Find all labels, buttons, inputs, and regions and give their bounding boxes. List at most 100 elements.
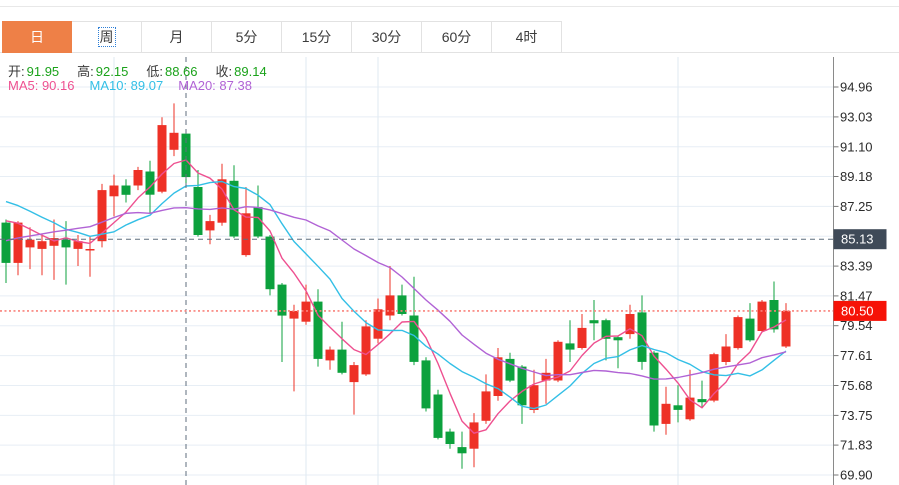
candle[interactable] bbox=[733, 315, 743, 350]
y-axis-label: 71.83 bbox=[840, 438, 873, 453]
candle[interactable] bbox=[685, 369, 695, 421]
gridlines bbox=[0, 57, 834, 485]
svg-text:85.13: 85.13 bbox=[841, 232, 874, 247]
candle[interactable] bbox=[337, 321, 347, 375]
candle[interactable] bbox=[529, 369, 539, 414]
tab-timeframe-5[interactable]: 30分 bbox=[352, 21, 422, 53]
tab-timeframe-1[interactable]: 周 bbox=[72, 21, 142, 53]
candle[interactable] bbox=[445, 428, 455, 449]
tab-label: 60分 bbox=[441, 29, 472, 45]
candle[interactable] bbox=[193, 170, 203, 237]
candle[interactable] bbox=[613, 335, 623, 369]
ohlc-value: 92.15 bbox=[95, 64, 129, 79]
candle[interactable] bbox=[157, 117, 167, 194]
svg-text:80.50: 80.50 bbox=[841, 303, 874, 318]
ohlc-value: 88.66 bbox=[164, 64, 198, 79]
crosshair-price-label: 85.13 bbox=[833, 229, 887, 250]
tab-label: 日 bbox=[30, 29, 44, 45]
candle[interactable] bbox=[769, 281, 779, 333]
candle[interactable] bbox=[241, 187, 251, 257]
candle[interactable] bbox=[313, 289, 323, 367]
ohlc-value: 89.14 bbox=[234, 64, 267, 79]
candle[interactable] bbox=[325, 346, 335, 370]
ohlc-item-1: 高: 92.15 bbox=[77, 61, 128, 80]
tab-timeframe-3[interactable]: 5分 bbox=[212, 21, 282, 53]
tab-label: 月 bbox=[169, 29, 184, 45]
candle[interactable] bbox=[505, 352, 515, 383]
candle[interactable] bbox=[37, 233, 47, 276]
y-axis-labels: 94.96 93.03 91.10 89.18 87.25 83.39 81.47 79.54… bbox=[833, 80, 873, 483]
candles bbox=[1, 103, 791, 469]
candle[interactable] bbox=[709, 352, 719, 403]
candle[interactable] bbox=[721, 334, 731, 366]
candle[interactable] bbox=[481, 374, 491, 424]
candle[interactable] bbox=[757, 300, 767, 333]
candle[interactable] bbox=[13, 221, 23, 276]
ma-legend: MA5: 90.16 MA10: 89.07 MA20: 87.38 bbox=[8, 78, 252, 93]
candle[interactable] bbox=[697, 380, 707, 407]
candle[interactable] bbox=[25, 227, 35, 270]
candle[interactable] bbox=[385, 266, 395, 321]
y-axis-label: 77.61 bbox=[840, 348, 873, 363]
top-divider bbox=[0, 6, 899, 7]
candle[interactable] bbox=[217, 163, 227, 226]
candle[interactable] bbox=[469, 413, 479, 468]
ma-legend-item-0: MA5: 90.16 bbox=[8, 78, 75, 93]
tab-label: 周 bbox=[97, 27, 116, 47]
candle[interactable] bbox=[289, 304, 299, 392]
candle[interactable] bbox=[541, 358, 551, 404]
tab-label: 5分 bbox=[235, 29, 258, 45]
candle[interactable] bbox=[361, 320, 371, 376]
ohlc-label: 低: bbox=[146, 64, 163, 79]
candle[interactable] bbox=[49, 219, 59, 280]
candle[interactable] bbox=[61, 221, 71, 285]
candle[interactable] bbox=[589, 300, 599, 341]
y-axis-label: 83.39 bbox=[840, 259, 873, 274]
candle[interactable] bbox=[1, 219, 11, 284]
candle[interactable] bbox=[637, 295, 647, 370]
y-axis-label: 89.18 bbox=[840, 169, 873, 184]
candle[interactable] bbox=[745, 303, 755, 342]
candle[interactable] bbox=[205, 214, 215, 245]
candle[interactable] bbox=[649, 351, 659, 432]
candle[interactable] bbox=[457, 431, 467, 469]
tab-timeframe-6[interactable]: 60分 bbox=[422, 21, 492, 53]
ohlc-label: 开: bbox=[8, 64, 25, 79]
candle[interactable] bbox=[565, 320, 575, 362]
y-axis-label: 91.10 bbox=[840, 139, 873, 154]
candle[interactable] bbox=[661, 386, 671, 435]
y-axis-label: 79.54 bbox=[840, 318, 873, 333]
candle[interactable] bbox=[625, 304, 635, 339]
candle[interactable] bbox=[265, 235, 275, 296]
y-axis-label: 73.75 bbox=[840, 408, 873, 423]
candle[interactable] bbox=[601, 318, 611, 361]
candle[interactable] bbox=[577, 314, 587, 350]
tab-label: 15分 bbox=[301, 29, 332, 45]
candle[interactable] bbox=[169, 103, 179, 157]
candle[interactable] bbox=[373, 298, 383, 344]
candle[interactable] bbox=[493, 348, 503, 401]
tab-timeframe-2[interactable]: 月 bbox=[142, 21, 212, 53]
candle[interactable] bbox=[781, 303, 791, 348]
y-axis-label: 81.47 bbox=[840, 288, 873, 303]
tab-label: 4时 bbox=[515, 29, 538, 45]
tab-timeframe-4[interactable]: 15分 bbox=[282, 21, 352, 53]
candle[interactable] bbox=[673, 385, 683, 423]
tab-timeframe-0[interactable]: 日 bbox=[2, 21, 72, 53]
candle[interactable] bbox=[73, 235, 83, 266]
tab-timeframe-7[interactable]: 4时 bbox=[492, 21, 562, 53]
candle[interactable] bbox=[517, 365, 527, 424]
ohlc-item-2: 低: 88.66 bbox=[146, 61, 197, 80]
candle[interactable] bbox=[97, 183, 107, 248]
y-axis-label: 94.96 bbox=[840, 80, 873, 95]
candle[interactable] bbox=[349, 362, 359, 415]
candle[interactable] bbox=[109, 174, 119, 217]
candle[interactable] bbox=[433, 389, 443, 440]
ohlc-label: 收: bbox=[215, 64, 233, 79]
candle[interactable] bbox=[133, 166, 143, 191]
candle[interactable] bbox=[253, 185, 263, 239]
candle[interactable] bbox=[121, 179, 131, 203]
candle[interactable] bbox=[277, 283, 287, 362]
candle[interactable] bbox=[421, 357, 431, 412]
